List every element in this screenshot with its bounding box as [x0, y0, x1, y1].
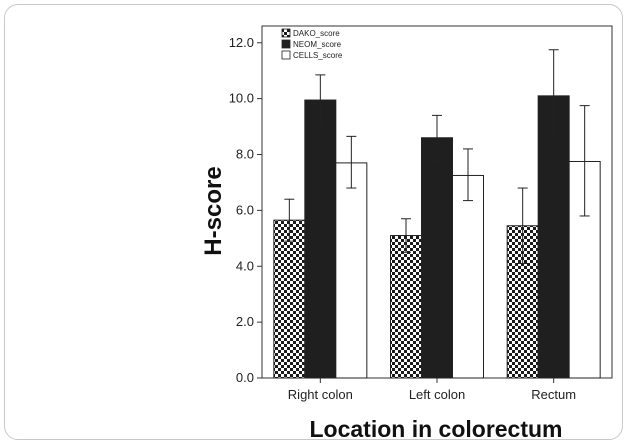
- legend-label: DAKO_score: [293, 29, 340, 38]
- x-category-label: Right colon: [288, 387, 353, 402]
- y-tick-label: 8.0: [236, 147, 254, 162]
- bar-cells-score: [452, 174, 484, 379]
- bar-neom-score: [304, 99, 337, 379]
- figure-frame: 0.0 2.0 4.0 6.0 8.0 10.0 12.0 Right colon Left …: [4, 4, 623, 440]
- legend-swatch: [281, 39, 291, 49]
- y-tick-label: 12.0: [229, 35, 254, 50]
- legend: DAKO_score NEOM_score CELLS_score: [281, 28, 343, 60]
- y-tick-label: 10.0: [229, 91, 254, 106]
- legend-swatch: [281, 50, 291, 60]
- bar-cells-score: [335, 162, 368, 379]
- y-tick-label: 4.0: [236, 258, 254, 273]
- y-tick-label: 6.0: [236, 202, 254, 217]
- bar-neom-score: [421, 137, 453, 379]
- x-axis-title: Location in colorectum: [309, 416, 562, 440]
- legend-label: NEOM_score: [293, 40, 342, 49]
- bar-dako-score: [390, 235, 422, 379]
- legend-swatch: [281, 28, 291, 38]
- y-tick-label: 0.0: [236, 370, 254, 385]
- y-axis: 0.0 2.0 4.0 6.0 8.0 10.0 12.0: [229, 35, 262, 385]
- legend-label: CELLS_score: [293, 51, 343, 60]
- x-category-label: Left colon: [409, 387, 465, 402]
- bars-group: [273, 95, 601, 379]
- error-bars-group: [284, 49, 590, 264]
- bar-dako-score: [273, 219, 306, 379]
- y-axis-title: H-score: [200, 166, 227, 255]
- chart: 0.0 2.0 4.0 6.0 8.0 10.0 12.0 Right colon Left …: [200, 25, 613, 440]
- x-category-label: Rectum: [531, 387, 576, 402]
- x-axis: Right colon Left colon Rectum: [288, 378, 576, 402]
- y-tick-label: 2.0: [236, 314, 254, 329]
